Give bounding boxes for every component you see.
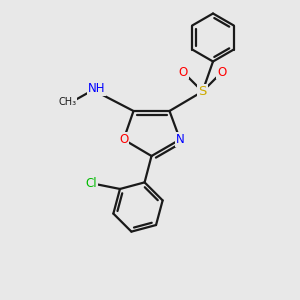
Text: O: O (218, 65, 226, 79)
Text: CH₃: CH₃ (58, 97, 76, 107)
Text: S: S (198, 85, 207, 98)
Text: NH: NH (88, 82, 105, 95)
Text: N: N (176, 133, 184, 146)
Text: O: O (178, 65, 188, 79)
Text: O: O (119, 133, 128, 146)
Text: Cl: Cl (85, 177, 97, 190)
